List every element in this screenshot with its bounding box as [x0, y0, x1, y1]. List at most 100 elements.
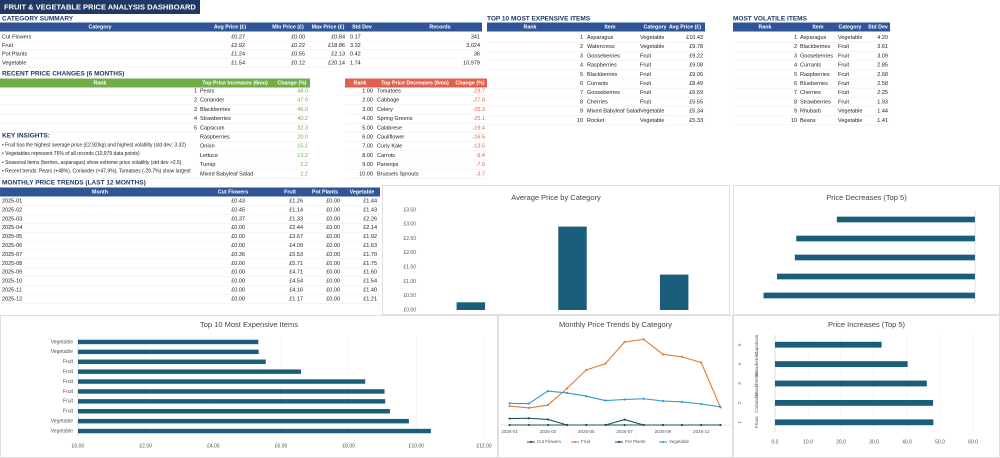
- table-cell: Cherries: [587, 99, 608, 105]
- table-cell: Beans: [800, 118, 816, 124]
- table-header: Records: [429, 24, 450, 30]
- table-cell: 1.00: [362, 88, 373, 94]
- table-header: Top Price Decreases (6mo): [381, 80, 449, 86]
- table-header-bg: [487, 22, 705, 32]
- table-cell: 4.00: [362, 116, 373, 122]
- table-cell: 2.2: [300, 162, 308, 168]
- insight-bg: [0, 158, 198, 167]
- point: [546, 423, 550, 427]
- table-cell: Rhubarb: [800, 109, 821, 115]
- table-cell: £0.00: [231, 225, 245, 231]
- table-cell: Fruit: [838, 99, 849, 105]
- x-tick-label: 60.0: [968, 439, 978, 445]
- section-title: CATEGORY SUMMARY: [2, 16, 74, 23]
- table-cell: 20.0: [297, 134, 308, 140]
- section-title: KEY INSIGHTS:: [2, 133, 50, 140]
- x-tick-label: 40.0: [902, 439, 912, 445]
- y-tick-label: Pears: [754, 416, 759, 429]
- table-header: Category: [644, 24, 667, 30]
- table-cell: 2025-01: [2, 198, 22, 204]
- table-cell: Vegetable: [640, 35, 664, 41]
- x-tick-label: £8.00: [342, 443, 355, 449]
- bar: [78, 399, 386, 404]
- table-cell: 2: [580, 44, 583, 50]
- table-cell: £1.63: [363, 243, 377, 249]
- table-cell: 1: [794, 35, 797, 41]
- table-cell: £1.26: [289, 198, 303, 204]
- table-header: Item: [813, 24, 824, 30]
- y-tick-label: Fruit: [63, 359, 74, 365]
- point: [527, 402, 530, 405]
- table-cell: 4: [580, 63, 583, 69]
- table-header: Top Price Increases (6mo): [202, 80, 268, 86]
- table-cell: £5.53: [289, 252, 303, 258]
- table-cell: £0.00: [326, 261, 340, 267]
- y-tick-label: Vegetable: [51, 418, 73, 424]
- table-cell: 2025-04: [2, 225, 22, 231]
- table-cell: £2.13: [331, 52, 345, 58]
- point: [565, 387, 569, 390]
- section-title: MONTHLY PRICE TRENDS (LAST 12 MONTHS): [2, 180, 146, 187]
- table-cell: Watercress: [587, 44, 615, 50]
- point: [661, 423, 665, 427]
- table-cell: 10.00: [359, 171, 373, 177]
- table-cell: 5: [194, 125, 197, 131]
- table-cell: Tomatoes: [377, 88, 401, 94]
- point: [700, 423, 703, 427]
- table-cell: 7: [580, 90, 583, 96]
- table-cell: Vegetable: [838, 109, 862, 115]
- bar: [78, 349, 259, 355]
- table-header: Item: [605, 24, 616, 30]
- point: [546, 418, 550, 421]
- table-cell: £0.00: [231, 270, 245, 276]
- table-cell: £1.43: [363, 207, 377, 213]
- table-cell: 0.17: [350, 34, 361, 40]
- table-cell: £0.00: [326, 198, 340, 204]
- table-header: Change (%): [277, 80, 306, 86]
- table-cell: Mixed Babyleaf Salad: [587, 109, 640, 115]
- table-cell: £0.00: [326, 279, 340, 285]
- chart-title: Price Increases (Top 5): [828, 320, 906, 329]
- x-tick-label: 2025-03: [540, 429, 557, 434]
- table-header: Max Price (£): [312, 24, 345, 30]
- y-tick-label: Capsicum: [754, 334, 759, 354]
- legend-label: Vegetable: [669, 439, 690, 444]
- table-header: Rank: [759, 24, 772, 30]
- bar: [775, 341, 882, 348]
- table-cell: 6: [580, 81, 583, 87]
- table-cell: 1.74: [350, 60, 361, 66]
- table-cell: Fruit: [640, 81, 651, 87]
- table-cell: £1.70: [363, 252, 377, 258]
- table-cell: 8: [794, 99, 797, 105]
- table-cell: £0.00: [326, 225, 340, 231]
- table-cell: £5.55: [689, 99, 703, 105]
- point: [585, 395, 588, 398]
- table-cell: 48.0: [297, 88, 308, 94]
- chart-frame: [733, 315, 1000, 458]
- point: [585, 423, 588, 427]
- table-header: Std Dev: [352, 24, 372, 30]
- table-cell: -16.5: [472, 134, 485, 140]
- table-cell: Cabbage: [377, 98, 399, 104]
- table-cell: Blackberries: [200, 107, 231, 113]
- table-cell: Vegetable: [838, 35, 862, 41]
- table-cell: 1.41: [877, 118, 888, 124]
- bar: [78, 389, 385, 394]
- table-cell: £4.16: [289, 287, 303, 293]
- bar: [78, 428, 431, 434]
- series-line: [509, 390, 721, 408]
- point: [508, 417, 511, 420]
- point: [642, 397, 645, 400]
- bar: [794, 254, 975, 261]
- table-cell: 0.42: [350, 52, 361, 58]
- bar: [836, 216, 975, 223]
- table-cell: Fruit: [838, 63, 849, 69]
- table-cell: Fruit: [640, 90, 651, 96]
- y-tick-label: Fruit: [63, 379, 74, 385]
- table-cell: 2025-12: [2, 296, 22, 302]
- x-tick-label: £2.00: [139, 443, 152, 449]
- table-cell: 47.9: [297, 98, 308, 104]
- table-cell: £0.00: [326, 296, 340, 302]
- rank-label: 4: [737, 362, 742, 365]
- bar: [659, 274, 689, 310]
